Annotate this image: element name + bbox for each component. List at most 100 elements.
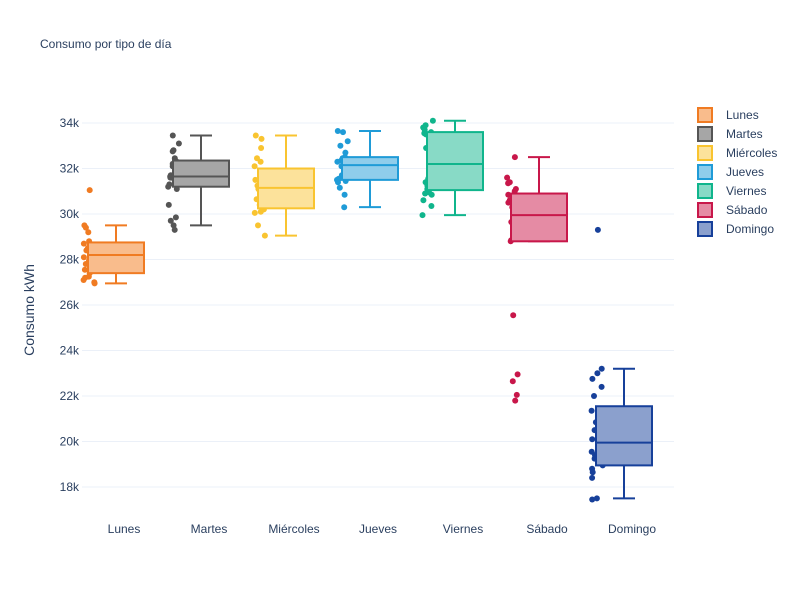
data-point (419, 212, 426, 219)
legend-item[interactable]: Jueves (697, 164, 764, 180)
legend[interactable]: Lunes Martes Miércoles Jueves Viernes Sábado D… (697, 107, 777, 237)
data-point (512, 397, 519, 404)
data-point (340, 129, 346, 136)
data-point (505, 180, 512, 187)
data-point (334, 158, 341, 165)
legend-label: Lunes (726, 108, 759, 122)
data-point (335, 179, 341, 186)
y-tick-label: 24k (60, 344, 80, 358)
y-tick-label: 20k (60, 435, 80, 449)
data-point (337, 142, 344, 149)
data-point (175, 140, 182, 147)
data-point (428, 191, 435, 198)
y-tick-label: 22k (60, 389, 80, 403)
box-iqr (510, 192, 568, 243)
box-iqr (341, 156, 399, 181)
data-point (167, 217, 174, 224)
data-point (257, 208, 264, 215)
data-point (171, 226, 178, 233)
data-point (588, 407, 595, 414)
box-series (80, 117, 653, 503)
data-point (252, 176, 259, 183)
y-tick-label: 32k (60, 162, 80, 176)
data-point (420, 197, 427, 204)
data-point (422, 190, 429, 197)
data-point (589, 474, 596, 481)
y-axis-label: Consumo kWh (21, 264, 37, 356)
y-tick-label: 34k (60, 116, 80, 130)
legend-item[interactable]: Domingo (697, 221, 774, 237)
data-point (165, 201, 172, 208)
data-point (594, 226, 601, 233)
data-point (594, 370, 601, 377)
legend-item[interactable]: Miércoles (697, 145, 777, 161)
data-point (172, 214, 179, 221)
data-point (252, 132, 259, 139)
data-point (86, 187, 93, 194)
data-point (341, 191, 348, 198)
x-tick-label: Lunes (108, 522, 141, 536)
data-point (80, 254, 87, 261)
x-tick-label: Jueves (359, 522, 397, 536)
data-point (261, 232, 268, 239)
x-tick-label: Miércoles (268, 522, 319, 536)
legend-label: Domingo (726, 222, 774, 236)
box-series-5[interactable] (419, 117, 484, 219)
data-point (85, 229, 92, 236)
legend-label: Martes (726, 127, 763, 141)
gridlines (82, 122, 674, 488)
legend-item[interactable]: Lunes (697, 107, 759, 123)
data-point (80, 277, 87, 283)
data-point (257, 158, 264, 165)
box-iqr (87, 241, 145, 275)
box-series-2[interactable] (165, 132, 230, 233)
x-tick-labels: Lunes Martes Miércoles Jueves Viernes Sábado D… (108, 522, 657, 536)
data-point (510, 312, 517, 319)
data-point (598, 383, 605, 390)
data-point (336, 184, 343, 191)
data-point (429, 117, 436, 124)
box-series-1[interactable] (80, 187, 145, 287)
box-series-4[interactable] (334, 128, 399, 211)
data-point (589, 375, 596, 382)
legend-label: Miércoles (726, 146, 777, 160)
data-point (505, 191, 512, 198)
data-point (589, 436, 596, 443)
data-point (589, 496, 596, 503)
box-series-3[interactable] (251, 132, 315, 239)
data-point (81, 266, 88, 273)
data-point (504, 174, 511, 181)
data-point (82, 224, 89, 231)
data-point (169, 148, 176, 155)
y-tick-labels: 18k 20k 22k 24k 26k 28k 30k 32k 34k (60, 116, 80, 494)
data-point (165, 183, 172, 190)
data-point (334, 128, 341, 134)
legend-label: Jueves (726, 165, 764, 179)
x-tick-label: Viernes (443, 522, 483, 536)
legend-swatch (697, 202, 713, 218)
data-point (509, 378, 516, 385)
box-series-7[interactable] (588, 226, 653, 503)
legend-item[interactable]: Viernes (697, 183, 766, 199)
data-point (91, 280, 98, 287)
legend-swatch (697, 164, 713, 180)
data-point (591, 393, 597, 399)
data-point (513, 391, 520, 398)
data-point (258, 135, 265, 142)
y-tick-label: 30k (60, 207, 80, 221)
box-iqr (595, 405, 653, 467)
data-point (344, 138, 351, 145)
data-point (598, 365, 605, 372)
chart-title: Consumo por tipo de día (40, 37, 172, 51)
data-point (511, 154, 518, 161)
box-series-6[interactable] (504, 154, 568, 404)
legend-item[interactable]: Martes (697, 126, 763, 142)
legend-swatch (697, 183, 713, 199)
data-point (258, 145, 265, 151)
legend-item[interactable]: Sábado (697, 202, 768, 218)
data-point (341, 204, 348, 211)
x-tick-label: Domingo (608, 522, 656, 536)
data-point (251, 163, 258, 170)
